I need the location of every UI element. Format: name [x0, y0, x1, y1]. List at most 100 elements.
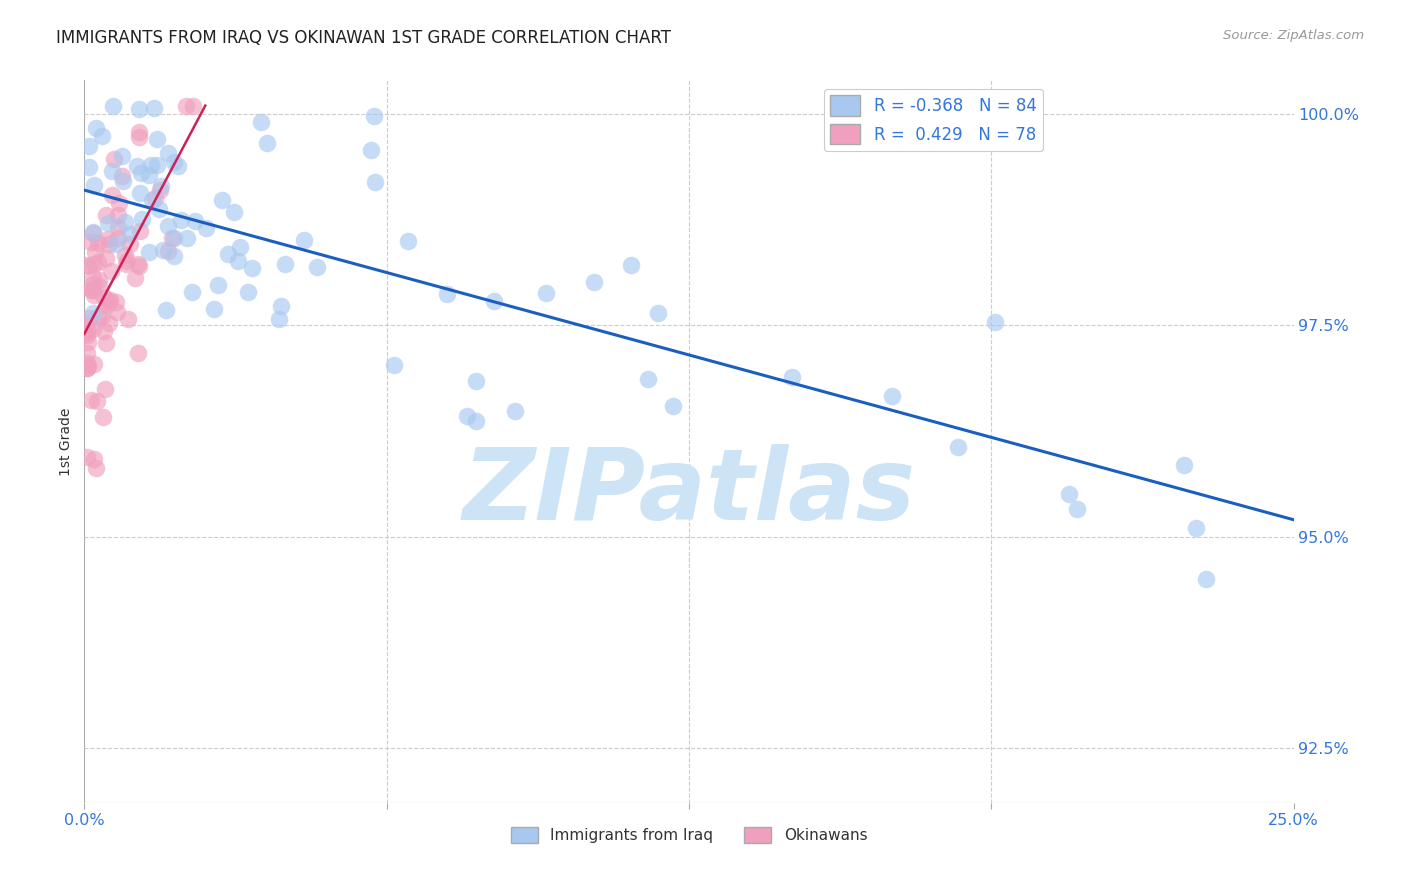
- Point: [96, 208, 118, 222]
- Point: [77, 359, 100, 374]
- Point: [84, 461, 107, 475]
- Point: [94, 382, 117, 396]
- Point: [139, 158, 162, 172]
- Point: [114, 214, 136, 228]
- Point: [146, 158, 169, 172]
- Point: [364, 175, 387, 189]
- Point: [620, 259, 643, 273]
- Point: [105, 304, 128, 318]
- Point: [465, 414, 488, 428]
- Point: [112, 173, 135, 187]
- Point: [89, 273, 111, 287]
- Point: [127, 346, 149, 360]
- Point: [77, 259, 100, 273]
- Point: [267, 312, 290, 326]
- Point: [583, 275, 606, 289]
- Point: [229, 240, 252, 254]
- Point: [77, 138, 100, 153]
- Point: [118, 237, 141, 252]
- Point: [143, 101, 166, 115]
- Point: [103, 153, 125, 167]
- Point: [363, 109, 385, 123]
- Point: [152, 243, 174, 257]
- Point: [118, 227, 141, 241]
- Point: [1066, 501, 1088, 516]
- Point: [93, 325, 115, 339]
- Point: [76, 258, 98, 272]
- Point: [292, 233, 315, 247]
- Point: [141, 193, 163, 207]
- Y-axis label: 1st Grade: 1st Grade: [59, 408, 73, 475]
- Point: [128, 130, 150, 145]
- Point: [195, 221, 218, 235]
- Point: [89, 279, 111, 293]
- Point: [148, 183, 170, 197]
- Point: [534, 286, 557, 301]
- Point: [82, 226, 104, 240]
- Text: Source: ZipAtlas.com: Source: ZipAtlas.com: [1223, 29, 1364, 42]
- Point: [155, 302, 177, 317]
- Point: [180, 285, 202, 300]
- Point: [128, 102, 150, 116]
- Point: [83, 178, 105, 193]
- Point: [160, 231, 183, 245]
- Point: [396, 234, 419, 248]
- Point: [86, 235, 108, 250]
- Point: [217, 247, 239, 261]
- Point: [882, 389, 904, 403]
- Point: [114, 248, 136, 262]
- Point: [94, 335, 117, 350]
- Point: [149, 178, 172, 193]
- Point: [503, 404, 526, 418]
- Point: [77, 160, 100, 174]
- Point: [163, 154, 186, 169]
- Point: [105, 295, 128, 310]
- Point: [156, 244, 179, 258]
- Point: [79, 310, 101, 325]
- Point: [76, 356, 98, 370]
- Point: [138, 168, 160, 182]
- Point: [76, 361, 98, 376]
- Point: [97, 232, 120, 246]
- Point: [207, 278, 229, 293]
- Point: [305, 260, 328, 274]
- Point: [250, 115, 273, 129]
- Point: [82, 322, 104, 336]
- Point: [86, 393, 108, 408]
- Point: [637, 371, 659, 385]
- Text: IMMIGRANTS FROM IRAQ VS OKINAWAN 1ST GRADE CORRELATION CHART: IMMIGRANTS FROM IRAQ VS OKINAWAN 1ST GRA…: [56, 29, 671, 46]
- Point: [100, 264, 122, 278]
- Point: [76, 345, 98, 359]
- Point: [97, 294, 120, 309]
- Point: [647, 306, 669, 320]
- Point: [90, 310, 112, 324]
- Point: [84, 245, 107, 260]
- Point: [169, 213, 191, 227]
- Point: [946, 440, 969, 454]
- Point: [226, 254, 249, 268]
- Text: ZIPatlas: ZIPatlas: [463, 443, 915, 541]
- Point: [167, 159, 190, 173]
- Point: [87, 255, 110, 269]
- Point: [76, 328, 98, 343]
- Point: [82, 283, 104, 297]
- Point: [202, 301, 225, 316]
- Point: [125, 159, 148, 173]
- Point: [1184, 521, 1206, 535]
- Point: [97, 316, 120, 330]
- Point: [157, 145, 180, 160]
- Point: [129, 186, 152, 200]
- Point: [103, 98, 125, 112]
- Point: [117, 311, 139, 326]
- Point: [93, 290, 115, 304]
- Point: [114, 257, 136, 271]
- Point: [436, 287, 458, 301]
- Point: [1173, 458, 1195, 472]
- Point: [176, 230, 198, 244]
- Point: [115, 254, 138, 268]
- Point: [82, 225, 104, 239]
- Point: [76, 323, 98, 337]
- Point: [83, 357, 105, 371]
- Point: [157, 219, 180, 233]
- Point: [780, 370, 803, 384]
